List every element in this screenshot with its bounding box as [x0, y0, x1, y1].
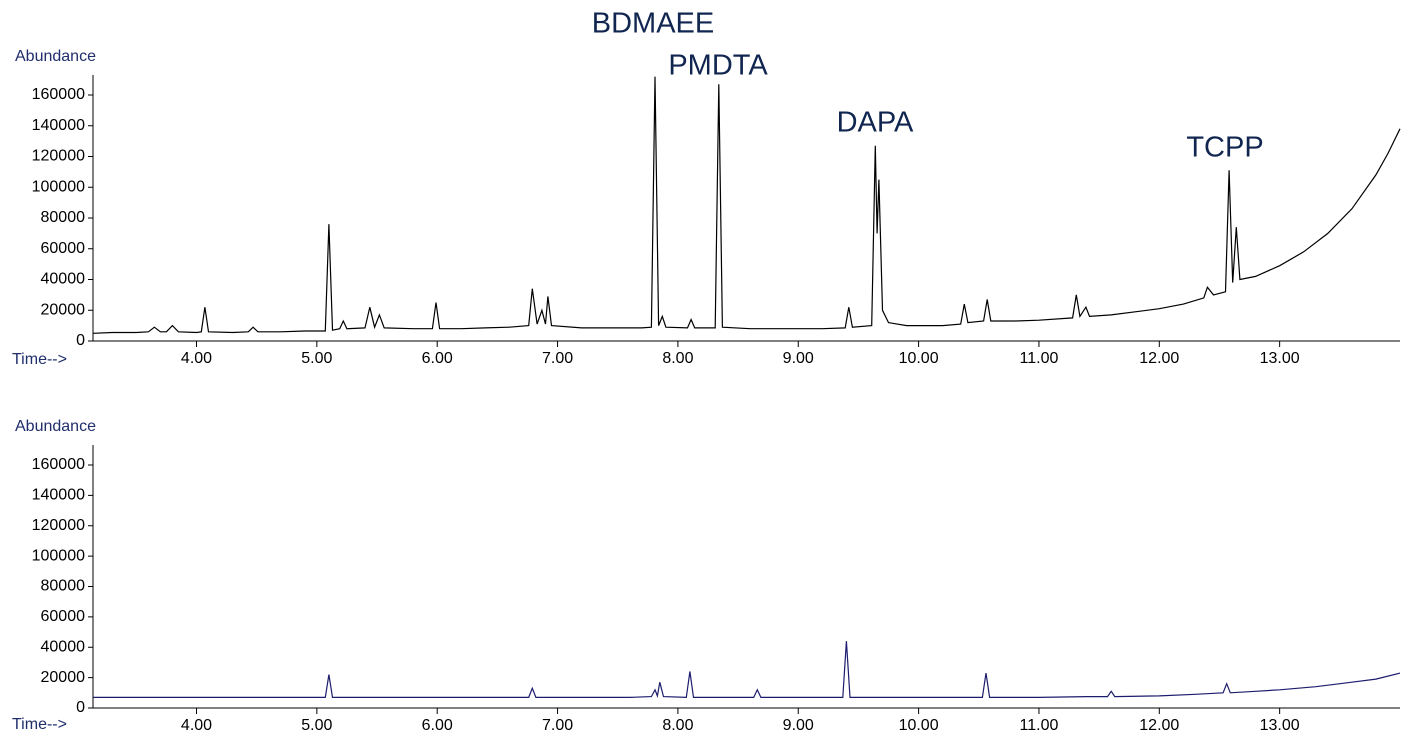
peak-annotation: BDMAEE [592, 8, 714, 40]
y-tick-label: 40000 [41, 638, 86, 655]
y-tick-label: 120000 [32, 148, 85, 165]
y-tick-label: 40000 [41, 271, 86, 288]
x-tick-label: 10.00 [899, 350, 939, 367]
x-tick-label: 7.00 [542, 350, 573, 367]
x-tick-label: 5.00 [301, 350, 332, 367]
y-tick-label: 60000 [41, 240, 86, 257]
y-tick-label: 100000 [32, 178, 85, 195]
y-tick-label: 100000 [32, 547, 85, 564]
signal-trace [93, 641, 1401, 699]
x-tick-label: 13.00 [1260, 350, 1300, 367]
x-tick-label: 13.00 [1260, 717, 1300, 734]
x-tick-label: 7.00 [542, 717, 573, 734]
y-tick-label: 0 [76, 332, 85, 349]
y-tick-label: 140000 [32, 117, 85, 134]
x-tick-label: 4.00 [181, 717, 212, 734]
peak-annotation: TCPP [1186, 132, 1263, 164]
y-tick-label: 160000 [32, 456, 85, 473]
x-tick-label: 12.00 [1139, 350, 1179, 367]
x-tick-label: 4.00 [181, 350, 212, 367]
x-axis-label: Time--> [12, 351, 67, 368]
x-tick-label: 5.00 [301, 717, 332, 734]
x-tick-label: 6.00 [422, 350, 453, 367]
y-tick-label: 20000 [41, 301, 86, 318]
y-tick-label: 140000 [32, 487, 85, 504]
x-tick-label: 6.00 [422, 717, 453, 734]
y-tick-label: 0 [76, 699, 85, 716]
signal-trace [92, 76, 1401, 334]
y-axis-label: Abundance [15, 48, 96, 65]
y-axis-label: Abundance [15, 418, 96, 435]
y-tick-label: 80000 [41, 209, 86, 226]
peak-annotation: DAPA [837, 107, 914, 139]
y-tick-label: 60000 [41, 608, 86, 625]
x-tick-label: 10.00 [899, 717, 939, 734]
y-tick-label: 20000 [41, 669, 86, 686]
x-tick-label: 12.00 [1139, 717, 1179, 734]
x-tick-label: 9.00 [783, 717, 814, 734]
x-tick-label: 8.00 [662, 350, 693, 367]
y-tick-label: 120000 [32, 517, 85, 534]
y-tick-label: 160000 [32, 86, 85, 103]
y-tick-label: 80000 [41, 578, 86, 595]
x-tick-label: 9.00 [783, 350, 814, 367]
x-tick-label: 11.00 [1020, 350, 1059, 367]
x-axis-label: Time--> [12, 716, 67, 733]
x-tick-label: 11.00 [1020, 717, 1059, 734]
peak-annotation: PMDTA [668, 50, 768, 82]
x-tick-label: 8.00 [662, 717, 693, 734]
